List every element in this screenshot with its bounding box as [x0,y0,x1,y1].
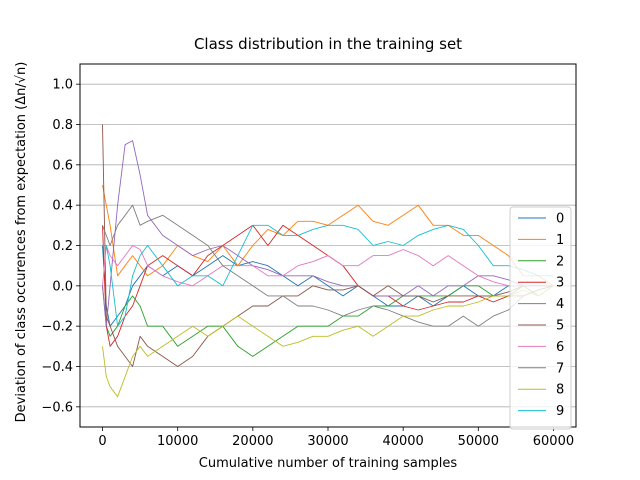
y-axis-label: Deviation of class occurences from expec… [14,62,29,423]
series-line-8 [102,285,554,398]
y-tick-label: 0.8 [52,118,73,133]
x-tick-label: 20000 [232,434,273,449]
series-lines [102,124,554,398]
legend-label-5: 5 [556,319,564,334]
series-line-0 [102,245,554,327]
y-tick-label: 1.0 [52,78,73,93]
y-tick-label: −0.6 [41,400,73,415]
legend-label-3: 3 [556,276,564,291]
chart-title: Class distribution in the training set [194,35,462,53]
legend-label-2: 2 [556,254,564,269]
series-line-7 [102,204,554,327]
legend-label-0: 0 [556,212,564,227]
series-line-9 [102,224,554,327]
y-tick-label: 0.0 [52,279,73,294]
series-line-5 [102,124,554,367]
legend-box [509,206,572,430]
x-tick-label: 50000 [458,434,499,449]
legend: 0 1 2 3 4 5 6 7 8 9 [509,206,572,430]
x-tick-label: 0 [98,434,106,449]
series-line-2 [102,285,554,357]
legend-label-8: 8 [556,383,564,398]
x-tick-label: 10000 [157,434,198,449]
x-tick-label: 30000 [307,434,348,449]
x-axis-ticks: 0 10000 20000 30000 40000 50000 60000 [98,427,574,449]
y-tick-label: −0.4 [41,360,73,375]
y-tick-label: 0.2 [52,239,73,254]
x-tick-label: 40000 [382,434,423,449]
series-line-6 [102,245,554,287]
x-tick-label: 60000 [533,434,574,449]
y-tick-label: 0.6 [52,158,73,173]
series-line-4 [102,140,554,327]
legend-label-7: 7 [556,361,564,376]
y-axis-ticks: −0.6 −0.4 −0.2 0.0 0.2 0.4 0.6 0.8 1.0 [41,78,80,415]
x-axis-label: Cumulative number of training samples [199,456,458,471]
legend-label-4: 4 [556,297,564,312]
legend-label-9: 9 [556,404,564,419]
y-tick-label: −0.2 [41,320,73,335]
legend-label-1: 1 [556,233,564,248]
legend-label-6: 6 [556,340,564,355]
y-tick-label: 0.4 [52,199,73,214]
